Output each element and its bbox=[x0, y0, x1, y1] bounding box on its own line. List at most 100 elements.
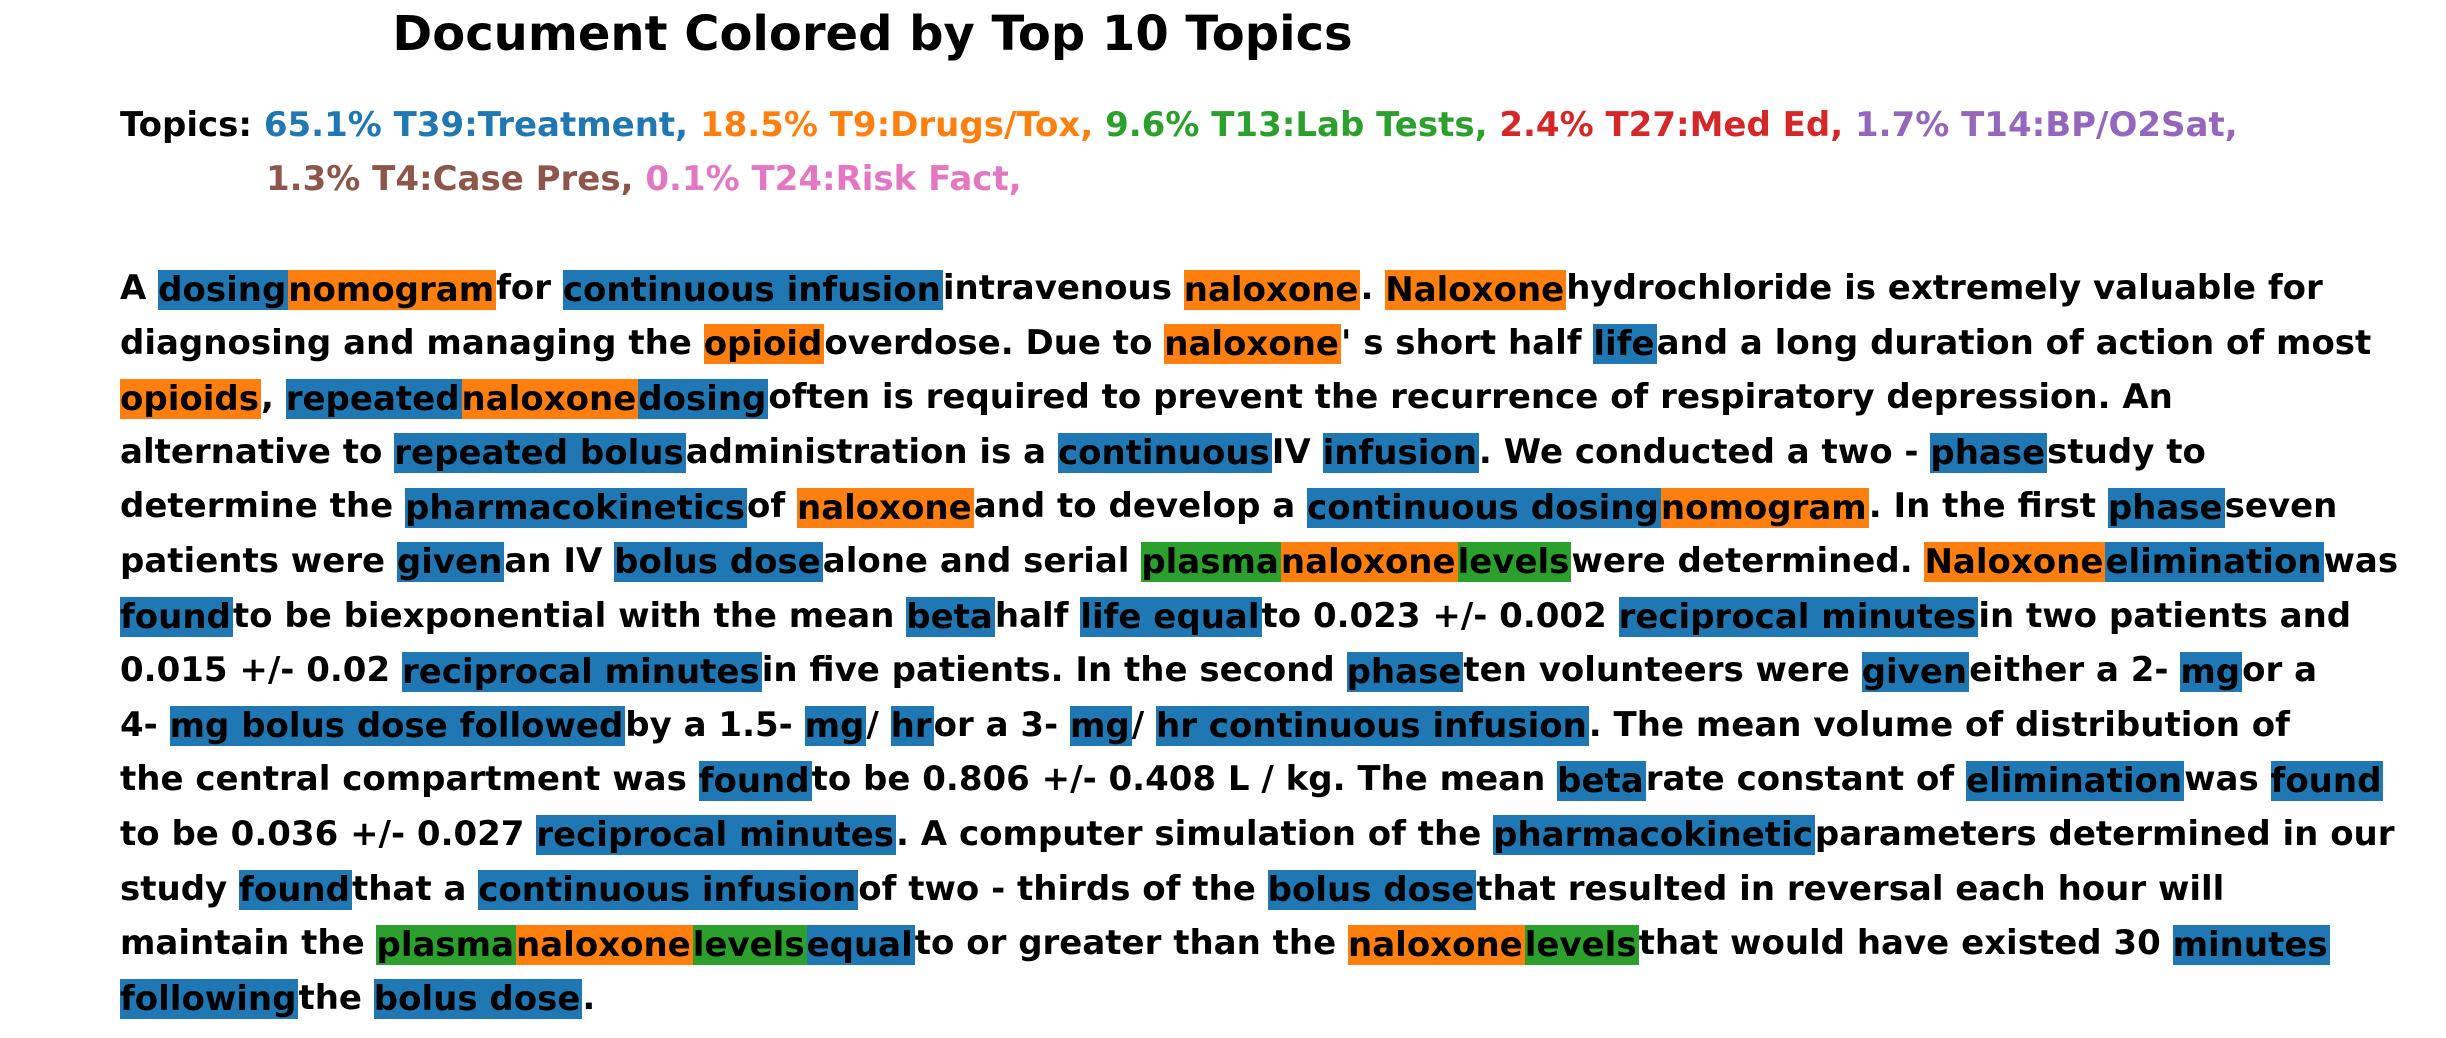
highlighted-term: reciprocal minutes bbox=[401, 651, 762, 692]
plain-text: study to bbox=[2047, 431, 2206, 472]
plain-text: seven bbox=[2224, 486, 2338, 527]
highlighted-term: mg bolus dose followed bbox=[169, 706, 626, 747]
highlighted-term: Naloxone bbox=[1924, 542, 2106, 583]
highlighted-term: beta bbox=[1557, 760, 1646, 801]
plain-text: the central compartment was bbox=[120, 759, 699, 800]
topics-legend-row-1: Topics: 65.1% T39:Treatment, 18.5% T9:Dr… bbox=[120, 102, 2238, 148]
topic-entry: 0.1% T24:Risk Fact, bbox=[645, 159, 1022, 199]
plain-text: . A computer simulation of the bbox=[896, 813, 1494, 854]
highlighted-term: given bbox=[396, 542, 505, 583]
plain-text: were determined. bbox=[1571, 540, 1925, 581]
document-line: found to be biexponential with the mean … bbox=[120, 592, 2446, 647]
plain-text: 4- bbox=[120, 704, 170, 745]
plain-text: to be 0.036 +/- 0.027 bbox=[120, 813, 537, 854]
plain-text: either a 2- bbox=[1969, 650, 2181, 691]
plain-text: to be 0.806 +/- 0.408 L / kg. The mean bbox=[811, 759, 1558, 800]
highlighted-term: bolus dose bbox=[373, 979, 583, 1020]
plain-text: often is required to prevent the recurre… bbox=[768, 377, 2173, 418]
highlighted-term: given bbox=[1861, 651, 1970, 692]
highlighted-term: naloxone bbox=[1348, 924, 1525, 965]
topic-entry: 18.5% T9:Drugs/Tox, bbox=[699, 105, 1106, 145]
highlighted-term: reciprocal minutes bbox=[1618, 597, 1979, 638]
plain-text: maintain the bbox=[120, 923, 377, 964]
plain-text: A bbox=[120, 268, 159, 308]
highlighted-term: continuous bbox=[1057, 433, 1272, 474]
plain-text: study bbox=[120, 868, 240, 909]
plain-text: 0.015 +/- 0.02 bbox=[120, 650, 402, 691]
plain-text: in two patients and bbox=[1978, 595, 2352, 636]
document-line: diagnosing and managing the opioid overd… bbox=[120, 319, 2446, 374]
plain-text: alone and serial bbox=[822, 540, 1142, 581]
plain-text: for bbox=[496, 268, 563, 308]
highlighted-term: naloxone bbox=[796, 487, 974, 528]
highlighted-term: naloxone bbox=[1183, 269, 1361, 310]
plain-text: , bbox=[260, 377, 286, 418]
highlighted-term: found bbox=[2270, 760, 2384, 801]
plain-text: ten volunteers were bbox=[1463, 650, 1862, 691]
plain-text: in five patients. In the second bbox=[761, 650, 1347, 691]
highlighted-term: elimination bbox=[1966, 760, 2185, 801]
highlighted-term: life equal bbox=[1080, 597, 1262, 638]
highlighted-term: elimination bbox=[2105, 542, 2324, 583]
plain-text: . bbox=[1360, 268, 1386, 308]
highlighted-term: found bbox=[120, 597, 233, 638]
plain-text: of two - thirds of the bbox=[858, 868, 1268, 909]
highlighted-term: hr bbox=[890, 706, 934, 747]
highlighted-term: infusion bbox=[1322, 433, 1479, 474]
highlighted-term: naloxone bbox=[1280, 542, 1458, 583]
plain-text: the bbox=[298, 977, 374, 1018]
document-line: 4- mg bolus dose followed by a 1.5- mg /… bbox=[120, 701, 2446, 756]
plain-text: patients were bbox=[120, 540, 397, 581]
highlighted-term: found bbox=[698, 760, 812, 801]
topics-label: Topics: bbox=[120, 105, 253, 145]
highlighted-term: minutes bbox=[2172, 924, 2330, 965]
plain-text: intravenous bbox=[942, 268, 1184, 308]
highlighted-term: phase bbox=[2107, 487, 2225, 528]
document-line: following the bolus dose. bbox=[120, 974, 2446, 1029]
plain-text: hydrochloride is extremely valuable for bbox=[1566, 268, 2323, 308]
plain-text: . We conducted a two - bbox=[1478, 431, 1931, 472]
page-title: Document Colored by Top 10 Topics bbox=[392, 6, 1353, 62]
highlighted-term: beta bbox=[906, 597, 995, 638]
topics-legend-row-2: 1.3% T4:Case Pres, 0.1% T24:Risk Fact, bbox=[266, 156, 1022, 202]
plain-text: diagnosing and managing the bbox=[120, 322, 704, 363]
highlighted-term: reciprocal minutes bbox=[536, 815, 897, 856]
highlighted-term: mg bbox=[2180, 651, 2243, 692]
highlighted-term: continuous infusion bbox=[562, 269, 943, 310]
plain-text: or a 3- bbox=[933, 704, 1070, 745]
document-line: patients were given an IV bolus dose alo… bbox=[120, 537, 2446, 592]
highlighted-term: bolus dose bbox=[1267, 870, 1477, 911]
highlighted-term: mg bbox=[804, 706, 867, 747]
highlighted-term: continuous infusion bbox=[478, 870, 859, 911]
highlighted-term: opioids bbox=[120, 378, 261, 419]
plain-text: was bbox=[2323, 540, 2399, 581]
plain-text: by a 1.5- bbox=[625, 704, 805, 745]
plain-text: to or greater than the bbox=[914, 923, 1349, 964]
plain-text: an IV bbox=[504, 540, 615, 581]
highlighted-term: phase bbox=[1346, 651, 1464, 692]
plain-text: or a bbox=[2242, 650, 2318, 691]
topics-list: 65.1% T39:Treatment, 18.5% T9:Drugs/Tox,… bbox=[264, 105, 2238, 145]
plain-text: . In the first bbox=[1868, 486, 2108, 527]
plain-text: and to develop a bbox=[973, 486, 1308, 527]
topic-entry: 2.4% T27:Med Ed, bbox=[1499, 105, 1855, 145]
highlighted-term: naloxone bbox=[516, 924, 693, 965]
highlighted-term: dosing bbox=[638, 378, 769, 419]
highlighted-term: levels bbox=[1524, 924, 1639, 965]
highlighted-term: naloxone bbox=[461, 378, 639, 419]
highlighted-term: repeated bbox=[285, 378, 462, 419]
highlighted-term: plasma bbox=[376, 924, 517, 965]
plain-text: that a bbox=[351, 868, 479, 909]
topic-entry: 9.6% T13:Lab Tests, bbox=[1105, 105, 1500, 145]
highlighted-term: hr continuous infusion bbox=[1156, 706, 1589, 747]
highlighted-term: dosing bbox=[158, 269, 289, 310]
highlighted-term: opioid bbox=[703, 324, 825, 365]
plain-text: that resulted in reversal each hour will bbox=[1476, 868, 2225, 909]
topic-entry: 65.1% T39:Treatment, bbox=[263, 105, 700, 145]
plain-text: ' s short half bbox=[1340, 322, 1594, 363]
plain-text: . The mean volume of distribution of bbox=[1588, 704, 2290, 745]
plain-text: and a long duration of action of most bbox=[1656, 322, 2372, 363]
document-line: to be 0.036 +/- 0.027 reciprocal minutes… bbox=[120, 810, 2446, 865]
highlighted-term: found bbox=[239, 870, 352, 911]
highlighted-term: phase bbox=[1930, 433, 2048, 474]
